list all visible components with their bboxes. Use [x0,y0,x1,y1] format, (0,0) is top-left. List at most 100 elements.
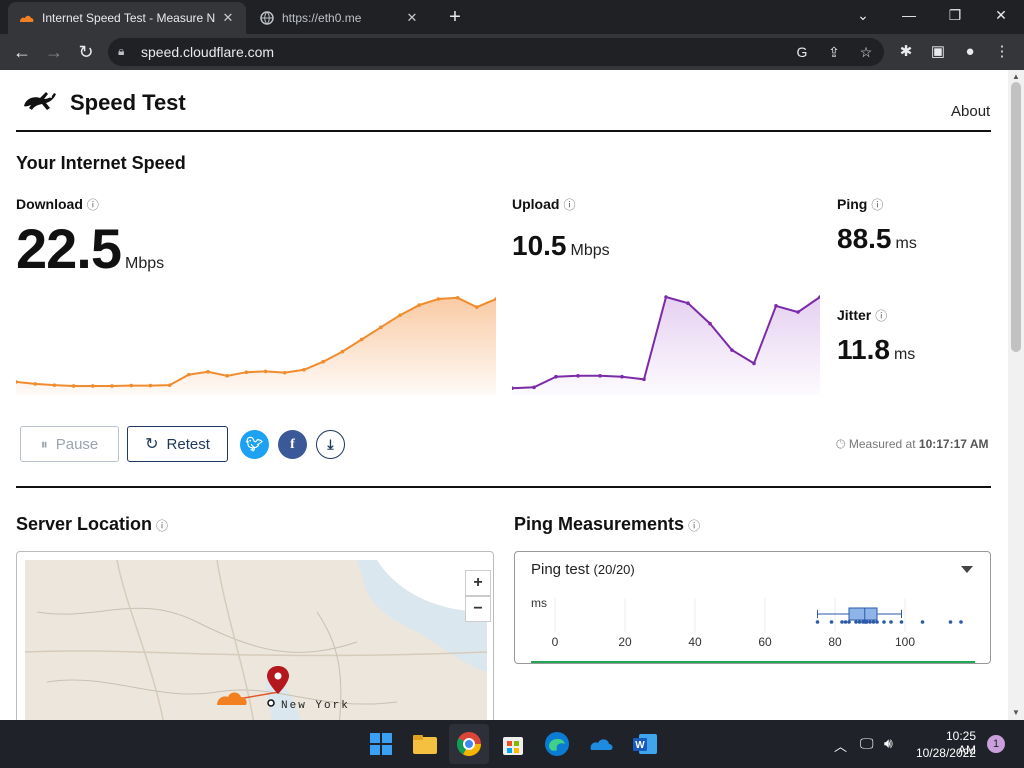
server-location-heading: Server Location ⓘ [16,514,169,534]
refresh-icon: ↻ [145,436,159,453]
download-point [475,305,479,309]
tab-eth0[interactable]: https://eth0.me ✕ [250,4,430,32]
ping-label: Ping ⓘ [837,196,884,212]
google-icon[interactable]: G [796,44,808,60]
download-line [16,296,496,387]
globe-icon [260,11,274,25]
taskbar-date[interactable]: 10/28/2022 [915,746,976,760]
download-point [71,384,76,388]
ping-box [848,607,878,621]
map-canvas[interactable]: New York [17,552,494,720]
word-icon[interactable]: W [631,730,659,758]
download-icon: ⤓ [327,436,334,452]
ping-test-select[interactable]: Ping test (20/20) [531,561,635,578]
share-icon[interactable]: ⇪ [828,44,840,60]
tab-speed-test[interactable]: Internet Speed Test - Measure N ✕ [8,2,246,34]
retest-button[interactable]: ↻ Retest [127,426,228,462]
ping-point [868,620,872,624]
facebook-share-button[interactable]: f [278,430,307,459]
profile-icon[interactable]: ● [965,43,975,60]
scroll-down-icon[interactable]: ▼ [1012,708,1020,717]
minimize-button[interactable]: — [902,7,916,23]
download-point [148,383,153,388]
network-icon[interactable]: 🖵︎ [860,735,874,751]
ping-point [847,620,851,624]
download-area [16,297,496,395]
tray-overflow-icon[interactable]: ︿ [834,739,848,754]
download-results-button[interactable]: ⤓ [316,430,345,459]
download-point [302,367,306,372]
upload-point [512,386,514,391]
download-point [33,382,37,386]
notification-badge[interactable]: 1 [987,735,1005,753]
download-point [283,370,287,375]
facebook-icon: f [290,437,295,452]
chevron-down-icon[interactable] [961,566,973,573]
zoom-out-button[interactable]: − [465,596,491,622]
info-icon[interactable]: ⓘ [688,519,701,533]
pause-button[interactable]: ⏸︎ Pause [20,426,119,462]
edge-icon[interactable] [543,730,571,758]
chrome-icon[interactable] [455,730,483,758]
extensions-icon[interactable]: ✱ [899,43,913,60]
upload-point [796,310,800,314]
jitter-value: 11.8 ms [837,334,916,365]
scroll-thumb[interactable] [1011,82,1021,352]
info-icon[interactable]: ⓘ [563,198,576,212]
store-icon[interactable] [499,730,527,758]
bookmark-star-icon[interactable]: ☆ [859,44,873,60]
close-icon[interactable]: ✕ [222,10,234,25]
restore-button[interactable]: ❐ [948,7,962,23]
info-icon[interactable]: ⓘ [875,309,888,323]
ping-point [948,620,953,624]
info-icon[interactable]: ⓘ [86,198,99,212]
volume-icon[interactable]: 🔊︎ [884,735,893,751]
ping-tick-label: 40 [688,635,702,649]
scroll-up-icon[interactable]: ▲ [1012,72,1020,81]
ping-point [920,620,925,624]
twitter-share-button[interactable]: 🐦︎ [240,430,269,459]
download-point [16,380,18,384]
upload-point [686,301,690,305]
upload-point [642,377,646,382]
download-point [187,372,191,377]
taskbar-time[interactable]: 10:25 AM [945,729,976,757]
file-explorer-icon[interactable] [411,730,439,758]
info-icon[interactable]: ⓘ [871,198,884,212]
side-panel-icon[interactable]: ▣ [930,43,946,60]
back-button[interactable]: ← [13,42,31,62]
download-point [417,303,422,307]
zoom-in-button[interactable]: + [465,570,491,596]
ping-tick-label: 100 [895,635,915,649]
nav-about-link[interactable]: About [951,103,991,120]
upload-point [664,295,668,299]
upload-point [532,385,536,390]
menu-icon[interactable]: ⋮ [994,43,1010,60]
upload-point [620,374,624,379]
windows-start-icon[interactable] [367,730,395,758]
tab-search-icon[interactable]: ⌄ [857,7,869,23]
ping-point [857,620,862,624]
server-map[interactable]: New York + − [16,551,494,720]
ping-measurements-heading: Ping Measurements ⓘ [514,514,701,534]
reload-button[interactable]: ↻ [78,42,94,62]
ping-point [875,620,879,624]
close-window-button[interactable]: ✕ [995,7,1007,23]
page-scrollbar[interactable]: ▲ ▼ [1008,70,1024,720]
upload-chart [512,295,820,395]
close-icon[interactable]: ✕ [406,10,418,25]
onedrive-icon[interactable] [587,730,615,758]
new-tab-button[interactable]: + [449,6,461,28]
divider [16,486,991,488]
url-text[interactable]: speed.cloudflare.com [141,44,275,60]
download-point [359,337,364,342]
info-icon[interactable]: ⓘ [156,519,169,533]
map-pin-icon[interactable] [267,666,289,694]
twitter-icon: 🐦︎ [245,436,264,452]
upload-point [554,374,558,379]
upload-point [576,374,580,378]
address-bar[interactable]: 🔒︎ speed.cloudflare.com G ⇪ ☆ [108,38,884,66]
ping-value: 88.5 ms [837,223,917,254]
forward-button[interactable]: → [45,42,63,62]
ping-boxplot: 0 20 40 60 80 100 [531,598,975,663]
